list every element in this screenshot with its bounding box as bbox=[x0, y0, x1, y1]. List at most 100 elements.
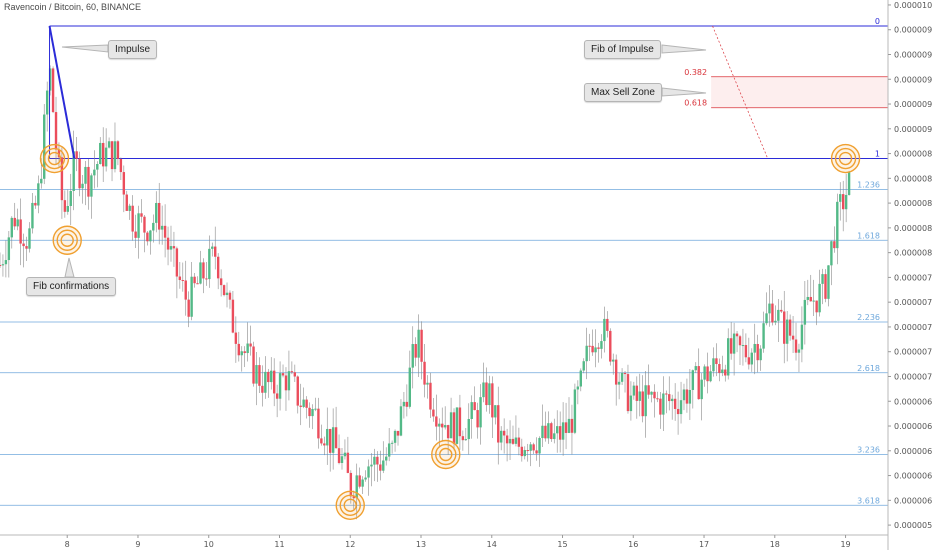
fib-level-label: 1.618 bbox=[857, 231, 880, 240]
time-tick-label: 11 bbox=[274, 540, 284, 549]
candle-body bbox=[175, 248, 179, 277]
candle-body bbox=[841, 194, 845, 210]
time-tick-label: 10 bbox=[204, 540, 214, 549]
candle-body bbox=[700, 379, 703, 400]
candle-body bbox=[653, 391, 656, 399]
candle-body bbox=[517, 437, 521, 447]
candle-body bbox=[564, 422, 568, 433]
candle-body bbox=[488, 383, 491, 406]
candle-body bbox=[443, 425, 447, 428]
price-tick-label: 0.00000640 bbox=[894, 447, 932, 456]
candle-body bbox=[467, 419, 470, 440]
candle-body bbox=[732, 333, 736, 354]
candle-body bbox=[264, 371, 267, 393]
time-axis: 8 9 10 11 12 13 14 15 16 17 18 19 bbox=[65, 535, 851, 549]
candle-body bbox=[420, 329, 423, 362]
candle-body bbox=[193, 276, 196, 284]
candle-body bbox=[553, 433, 556, 440]
candle-body bbox=[54, 112, 58, 150]
candle-body bbox=[160, 225, 164, 230]
candle-body bbox=[66, 206, 70, 212]
fib-confirmation-circle bbox=[60, 233, 74, 247]
candle-body bbox=[762, 323, 765, 349]
candle-body bbox=[225, 292, 229, 296]
candle-body bbox=[747, 357, 751, 365]
price-tick-label: 0.00000880 bbox=[894, 150, 932, 159]
candle-body bbox=[7, 237, 11, 261]
candle-body bbox=[275, 393, 279, 399]
candle-body bbox=[290, 371, 294, 373]
candle-body bbox=[379, 464, 382, 471]
candle-body bbox=[673, 398, 677, 409]
candle-body bbox=[337, 448, 341, 464]
candle-body bbox=[346, 452, 350, 473]
fib-confirmations-callout: Fib confirmations bbox=[26, 277, 117, 296]
candle-body bbox=[579, 370, 582, 387]
candle-body bbox=[45, 90, 49, 115]
price-tick-label: 0.00000800 bbox=[894, 249, 932, 258]
candle-body bbox=[502, 430, 506, 436]
candle-body bbox=[780, 309, 783, 312]
candle-body bbox=[326, 428, 329, 446]
max-sell-zone-pointer bbox=[661, 87, 707, 97]
candle-body bbox=[296, 376, 299, 406]
candle-body bbox=[721, 369, 724, 373]
candle-body bbox=[43, 114, 46, 179]
candle-body bbox=[90, 175, 93, 197]
candle-body bbox=[340, 456, 344, 464]
candle-body bbox=[659, 398, 662, 415]
candle-body bbox=[28, 228, 31, 249]
fib-confirmation-circle bbox=[56, 229, 78, 251]
candle-body bbox=[48, 68, 52, 91]
candle-body bbox=[662, 393, 665, 415]
price-tick-label: 0.00000860 bbox=[894, 174, 932, 183]
candle-body bbox=[228, 292, 232, 300]
candle-body bbox=[178, 276, 182, 281]
candle-body bbox=[656, 398, 659, 400]
price-tick-label: 0.00000700 bbox=[894, 372, 932, 381]
price-tick-label: 0.00000940 bbox=[894, 75, 932, 84]
candle-body bbox=[476, 410, 479, 428]
candle-body bbox=[287, 371, 291, 391]
candle-body bbox=[293, 372, 297, 377]
candle-body bbox=[458, 407, 462, 437]
candle-body bbox=[101, 142, 105, 167]
candle-body bbox=[768, 303, 771, 314]
candle-body bbox=[570, 418, 574, 433]
candle-body bbox=[650, 391, 653, 395]
candle-body bbox=[724, 369, 727, 376]
candle-body bbox=[558, 426, 562, 440]
candle-body bbox=[455, 407, 459, 444]
price-tick-label: 0.00000680 bbox=[894, 397, 932, 406]
candle-body bbox=[376, 456, 379, 465]
candle-body bbox=[75, 151, 78, 159]
candle-body bbox=[765, 313, 768, 324]
candle-body bbox=[538, 438, 541, 454]
candle-body bbox=[523, 450, 526, 457]
candle-body bbox=[370, 464, 373, 467]
candle-body bbox=[219, 278, 223, 286]
candle-body bbox=[712, 358, 715, 372]
candle-body bbox=[96, 164, 99, 170]
candle-body bbox=[585, 345, 588, 362]
candle-body bbox=[72, 151, 75, 191]
candle-body bbox=[270, 370, 273, 383]
candle-body bbox=[609, 330, 612, 362]
candle-body bbox=[172, 246, 176, 249]
candle-body bbox=[491, 383, 494, 418]
fib-confirmation-circle bbox=[339, 494, 361, 516]
price-tick-label: 0.00000660 bbox=[894, 422, 932, 431]
price-tick-label: 0.00000960 bbox=[894, 50, 932, 59]
fib-level-label: 2.236 bbox=[857, 313, 880, 322]
candle-body bbox=[709, 371, 712, 382]
fib-level-label: 0 bbox=[875, 17, 880, 26]
candle-body bbox=[567, 418, 571, 433]
candle-body bbox=[140, 213, 143, 217]
candle-body bbox=[827, 265, 830, 299]
candle-body bbox=[311, 408, 314, 417]
candle-body bbox=[25, 246, 28, 249]
candle-body bbox=[494, 405, 497, 418]
candle-body bbox=[34, 202, 37, 206]
max-sell-zone-callout: Max Sell Zone bbox=[584, 83, 662, 102]
candle-body bbox=[429, 382, 432, 410]
